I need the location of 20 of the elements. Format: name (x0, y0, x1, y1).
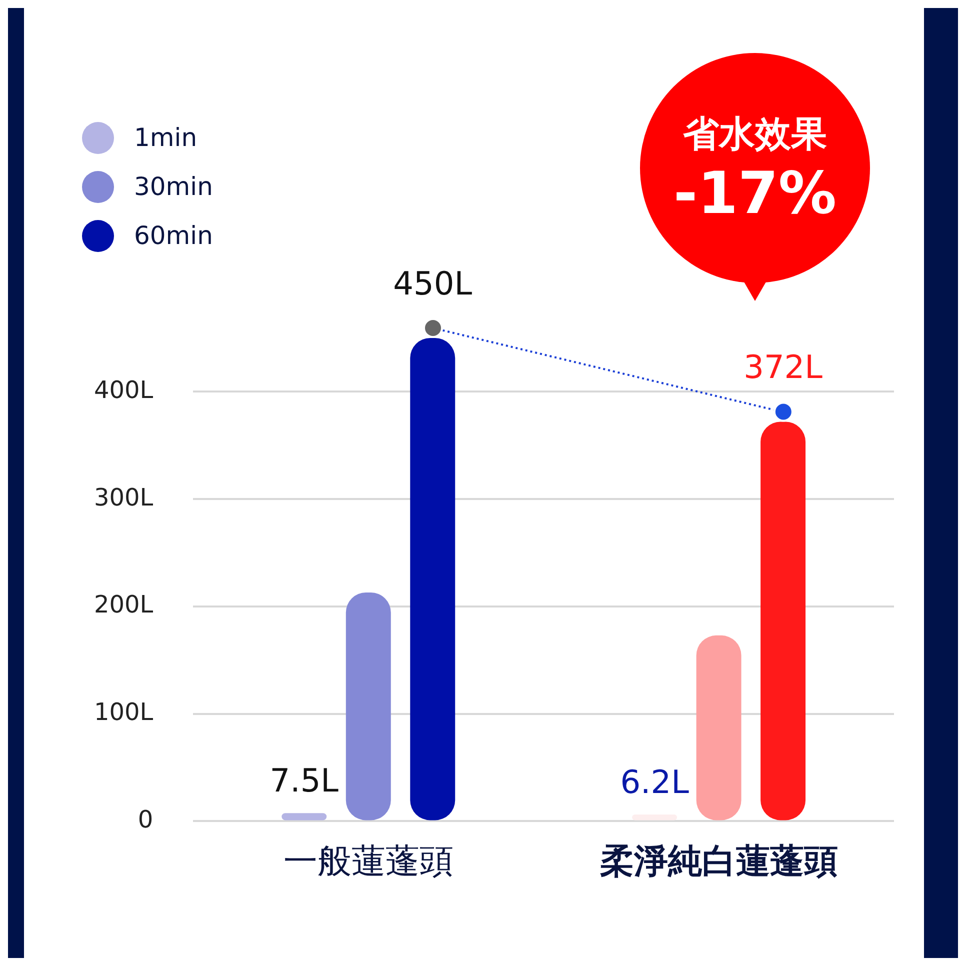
legend-label: 30min (134, 172, 213, 201)
bar (410, 338, 456, 820)
bar (632, 814, 678, 820)
bar (346, 592, 391, 820)
bar (282, 813, 327, 820)
data-label: 450L (393, 264, 472, 302)
y-tick-label: 300L (94, 483, 154, 512)
data-label: 6.2L (620, 762, 690, 801)
data-label: 372L (744, 348, 823, 386)
y-tick-label: 0 (138, 805, 154, 834)
y-tick-label: 400L (94, 376, 154, 404)
legend-label: 60min (134, 221, 213, 250)
bar (760, 422, 806, 820)
x-tick-label: 柔淨純白蓮蓬頭 (600, 841, 838, 882)
legend-label: 1min (134, 123, 198, 152)
bar (696, 635, 742, 820)
x-tick-label: 一般蓮蓬頭 (283, 841, 454, 882)
y-tick-label: 100L (94, 698, 154, 726)
y-tick-label: 200L (94, 590, 154, 619)
data-label: 7.5L (270, 761, 339, 800)
